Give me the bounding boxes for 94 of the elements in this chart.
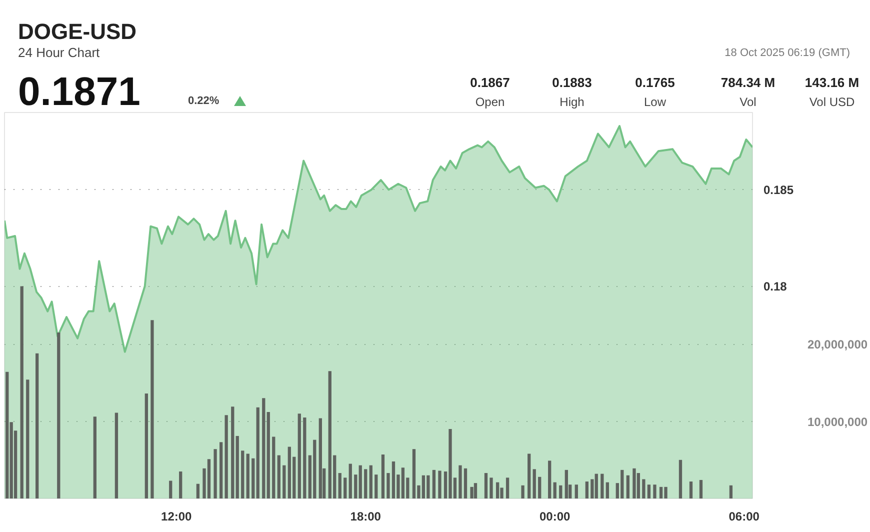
bar [354, 474, 358, 498]
bar [606, 482, 609, 498]
bar [458, 465, 462, 498]
bar [653, 484, 656, 498]
text: Vol USD [808, 94, 856, 111]
bar [470, 486, 474, 498]
bar [521, 485, 524, 498]
bar [303, 417, 306, 498]
bar [246, 454, 250, 498]
bar [241, 450, 244, 498]
text: 143.16 M [804, 74, 860, 92]
bar [484, 473, 488, 498]
text: Low [642, 94, 667, 111]
bar [647, 484, 651, 498]
bar [272, 436, 276, 498]
bar [490, 478, 493, 498]
text: High [558, 94, 586, 111]
text: 784.34 M [720, 74, 776, 92]
bar [57, 332, 60, 498]
bar [632, 468, 636, 498]
bar [214, 449, 217, 498]
y-tick-label: 0.185 [764, 183, 794, 198]
bar [553, 482, 556, 498]
bar [699, 480, 703, 498]
bar [574, 484, 578, 498]
bar [364, 469, 368, 498]
bar [6, 372, 9, 498]
bar [338, 473, 342, 498]
bar [729, 485, 733, 498]
bar [150, 320, 154, 498]
x-tick-label: 06:00 [728, 510, 760, 524]
bar [277, 455, 280, 498]
bar [298, 414, 301, 498]
bar [179, 471, 182, 498]
bar [689, 482, 693, 498]
bar [348, 464, 352, 498]
bar [474, 483, 478, 498]
bar [93, 416, 96, 498]
annotation: 0.1871 [18, 69, 140, 116]
text: 0.1867 [469, 74, 511, 92]
text: Vol [738, 94, 758, 111]
bar [369, 465, 372, 498]
bar [36, 353, 39, 498]
bar [600, 474, 604, 498]
bar [224, 415, 228, 498]
x-tick-label: 18:00 [350, 510, 382, 524]
bar [114, 412, 118, 498]
bar [219, 442, 223, 498]
text: Open [474, 94, 506, 111]
y-tick-label: 0.18 [764, 280, 788, 294]
chart-title: DOGE-USD [18, 19, 137, 44]
bar [548, 460, 552, 498]
bar [26, 380, 30, 498]
text: 18 Oct 2025 06:19 (GMT) [724, 46, 850, 61]
bar [532, 469, 536, 498]
bar [464, 468, 468, 498]
bar [386, 473, 390, 498]
bar [236, 436, 239, 498]
bar [144, 394, 148, 498]
text: 0.1765 [634, 74, 676, 92]
bar [496, 482, 500, 498]
bar [432, 470, 436, 498]
bar [318, 418, 322, 498]
bar [626, 475, 630, 498]
bar [256, 407, 260, 498]
bar [438, 470, 442, 498]
x-tick-label: 12:00 [161, 510, 192, 524]
bar [252, 458, 255, 498]
bar [594, 474, 598, 498]
bar [196, 484, 200, 498]
bar [20, 286, 24, 498]
bar [528, 454, 531, 498]
bar [564, 470, 568, 498]
bar [538, 476, 542, 498]
bar [169, 480, 172, 498]
text: 0.22% [188, 94, 220, 109]
chart-subtitle: 24 Hour Chart [18, 44, 100, 62]
bar [585, 482, 588, 498]
y2-tick-label: 10,000,000 [808, 414, 868, 429]
x-tick-label: 00:00 [540, 510, 571, 524]
bar [678, 460, 682, 498]
bar [559, 485, 562, 498]
bar [262, 398, 266, 498]
bar [506, 478, 510, 498]
bar [282, 465, 286, 498]
bar [374, 474, 378, 498]
bar [231, 406, 234, 498]
text: 0.1883 [551, 74, 593, 92]
bar [642, 479, 646, 498]
bar [381, 454, 385, 498]
bar [358, 465, 362, 498]
bar [266, 412, 270, 498]
bar [344, 478, 347, 498]
y2-tick-label: 20,000,000 [808, 338, 868, 352]
